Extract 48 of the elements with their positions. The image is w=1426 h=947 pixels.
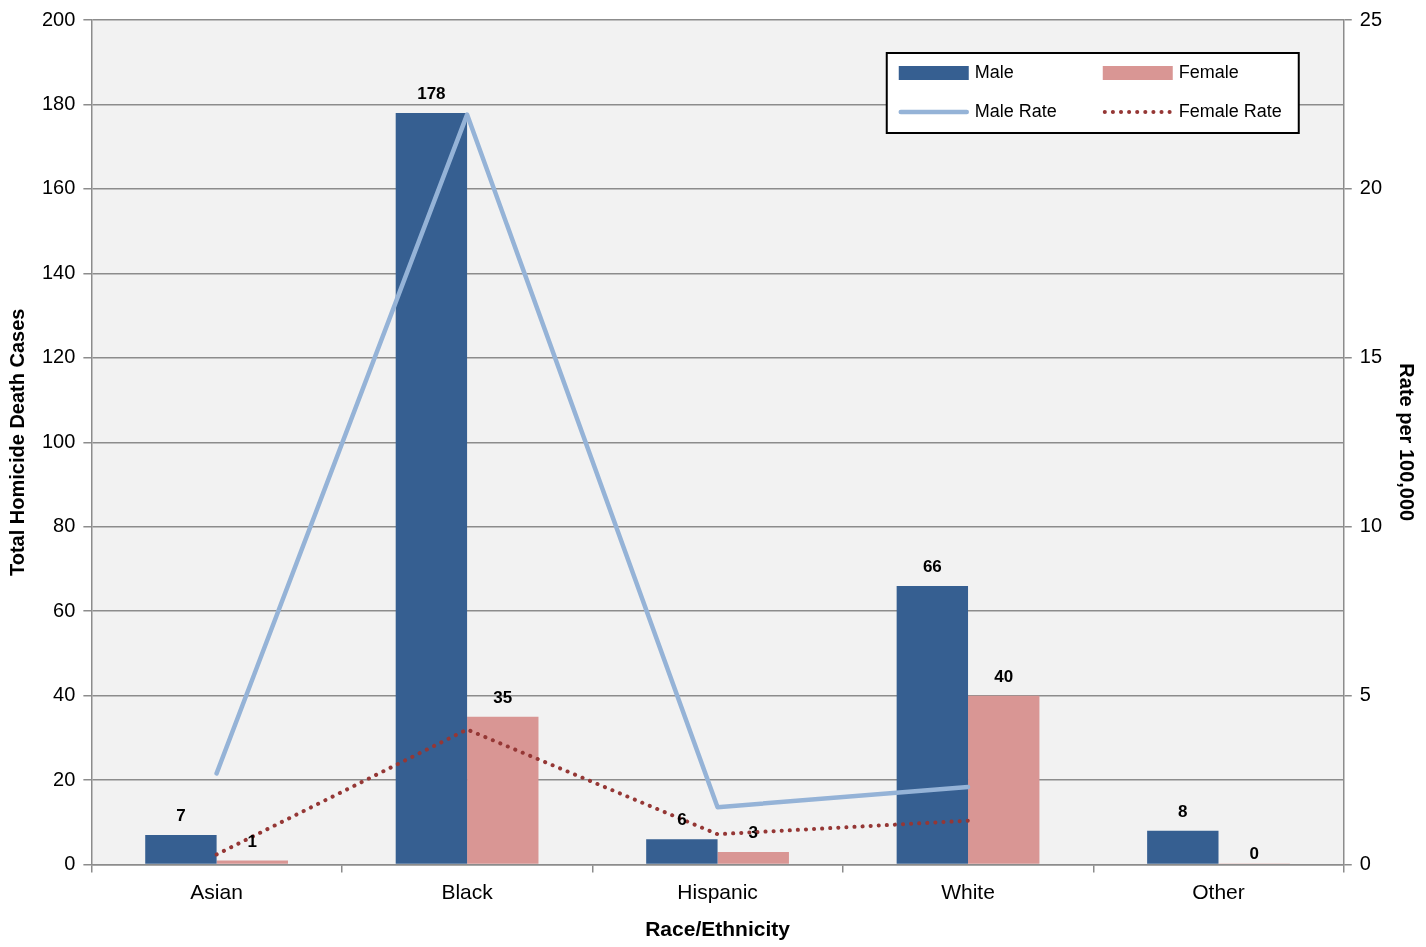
data-label: 0 <box>1249 843 1259 863</box>
y-tick-label: 180 <box>41 91 76 114</box>
y2-tick-label: 20 <box>1359 176 1382 199</box>
x-tick-label: Black <box>441 880 494 903</box>
y2-tick-label: 25 <box>1359 7 1382 30</box>
legend-label: Male <box>974 61 1014 82</box>
x-tick-label: Other <box>1192 880 1245 903</box>
y-tick-label: 20 <box>53 767 76 790</box>
bar <box>216 860 288 864</box>
x-tick-label: Asian <box>190 880 243 903</box>
data-label: 8 <box>1178 802 1188 821</box>
y2-axis-title: Rate per 100,000 <box>1396 363 1419 522</box>
y-tick-label: 120 <box>41 345 76 368</box>
y-axis-title: Total Homicide Death Cases <box>5 308 28 577</box>
data-label: 178 <box>417 84 446 104</box>
bar <box>395 112 468 864</box>
data-label: 3 <box>748 823 758 843</box>
y-tick-label: 40 <box>53 683 76 706</box>
bar <box>896 585 969 864</box>
line-series <box>214 727 971 857</box>
y-tick-label: 140 <box>41 260 76 283</box>
x-axis-title: Race/Ethnicity <box>645 917 791 941</box>
y-tick-label: 80 <box>53 514 76 537</box>
y2-tick-label: 0 <box>1359 852 1371 875</box>
legend-label: Male Rate <box>974 100 1057 121</box>
bar <box>145 835 217 864</box>
y-tick-label: 100 <box>41 429 76 452</box>
bar <box>717 851 789 864</box>
legend-label: Female Rate <box>1178 100 1282 121</box>
bar <box>968 695 1040 864</box>
x-tick-label: Hispanic <box>677 880 758 903</box>
bar <box>1147 830 1219 864</box>
y-tick-label: 160 <box>41 176 76 199</box>
data-label: 1 <box>247 831 258 851</box>
y-tick-label: 0 <box>64 852 76 875</box>
bar <box>467 716 539 864</box>
data-label: 35 <box>493 687 513 707</box>
data-label: 66 <box>922 557 942 577</box>
y-tick-label: 200 <box>41 7 76 30</box>
y2-tick-label: 10 <box>1359 514 1382 537</box>
x-tick-label: White <box>941 880 995 903</box>
bar <box>646 839 718 864</box>
legend-label: Female <box>1178 61 1239 82</box>
y-tick-label: 60 <box>53 598 76 621</box>
data-label: 40 <box>994 666 1014 686</box>
y2-tick-label: 5 <box>1359 683 1371 706</box>
y2-tick-label: 15 <box>1359 345 1382 368</box>
data-label: 7 <box>176 806 186 826</box>
